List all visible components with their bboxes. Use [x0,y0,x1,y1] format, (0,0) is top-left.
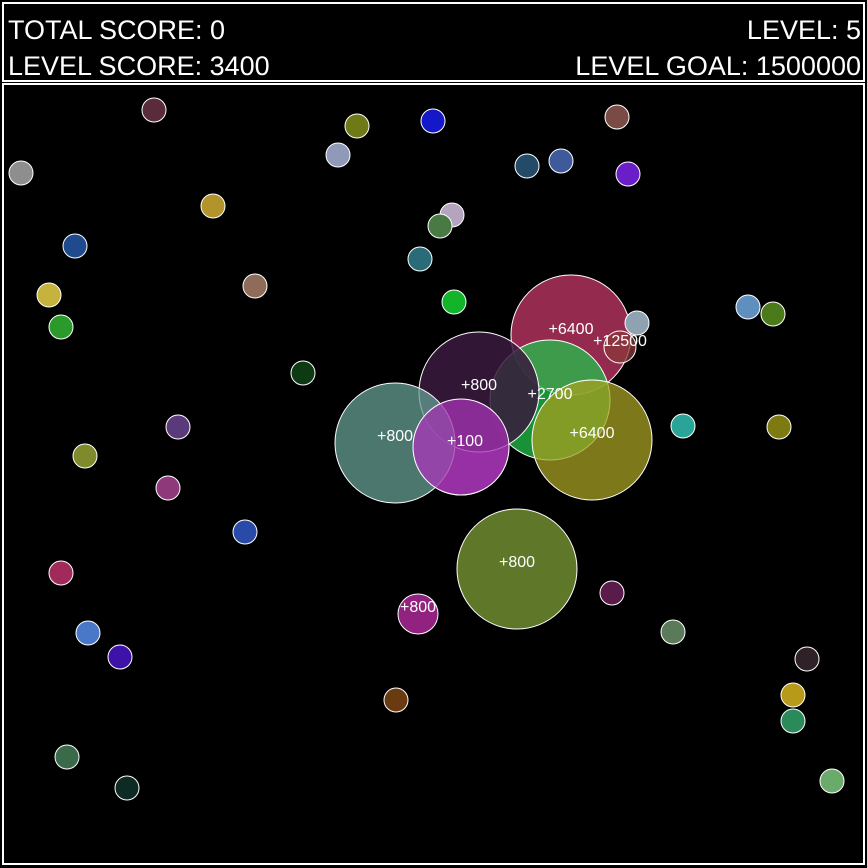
explosion-circle [603,330,637,364]
bouncing-ball [325,142,351,168]
level-score-text: LEVEL SCORE: 3400 [8,51,270,81]
bouncing-ball [72,443,98,469]
bouncing-ball [548,148,574,174]
bouncing-ball [141,97,167,123]
explosion-circle [412,398,510,496]
bouncing-ball [8,160,34,186]
game-canvas[interactable]: +6400+12500+2700+800+100 +6400+800+800+80… [4,85,863,863]
bouncing-ball [780,708,806,734]
bouncing-ball [794,646,820,672]
bouncing-ball [599,580,625,606]
bouncing-ball [766,414,792,440]
explosion-score-label: +100 [447,433,483,450]
bouncing-ball [514,153,540,179]
explosion-score-label: +6400 [549,321,594,338]
level-text: LEVEL: 5 [746,15,861,45]
bouncing-ball [290,360,316,386]
explosion-score-label: +2700 [528,386,573,403]
bouncing-ball [780,682,806,708]
explosion-circle [456,508,578,630]
level-goal-text: LEVEL GOAL: 1500000 [575,51,861,81]
explosion-score-label: +800 [377,428,413,445]
explosion-circle [531,379,653,501]
bouncing-ball [48,314,74,340]
bouncing-ball [615,161,641,187]
explosion-circle [397,593,439,635]
bouncing-ball [344,113,370,139]
bouncing-ball [819,768,845,794]
total-score-text: TOTAL SCORE: 0 [8,15,226,45]
explosion-score-label: +800 [499,554,535,571]
explosion-score-label: +6400 [570,425,615,442]
game-field[interactable]: +6400 +12500 +2700 +800 +100 +6400 +800 +800 +80… [2,83,865,865]
bouncing-ball [441,289,467,315]
bouncing-ball [242,273,268,299]
bouncing-ball [604,104,630,130]
balls-layer [8,97,845,801]
score-labels-layer: +6400+12500+2700+800+100 +6400+800+800+80… [377,321,647,616]
bouncing-ball [624,310,650,336]
bouncing-ball [660,619,686,645]
bouncing-ball [54,744,80,770]
bouncing-ball [427,213,453,239]
bouncing-ball [735,294,761,320]
bouncing-ball [114,775,140,801]
bouncing-ball [36,282,62,308]
bouncing-ball [420,108,446,134]
bouncing-ball [200,193,226,219]
bouncing-ball [232,519,258,545]
explosion-score-label: +800 [461,377,497,394]
bouncing-ball [62,233,88,259]
bouncing-ball [48,560,74,586]
bouncing-ball [760,301,786,327]
bouncing-ball [383,687,409,713]
explosions-layer [334,274,653,635]
bouncing-ball [670,413,696,439]
explosion-score-label: +800 [400,599,436,616]
bouncing-ball [75,620,101,646]
bouncing-ball [407,246,433,272]
hud-bar: TOTAL SCORE: 0 LEVEL: 5 LEVEL SCORE: 340… [2,2,865,82]
bouncing-ball [107,644,133,670]
bouncing-ball [155,475,181,501]
explosion-score-label: +12500 [593,333,647,350]
bouncing-ball [165,414,191,440]
